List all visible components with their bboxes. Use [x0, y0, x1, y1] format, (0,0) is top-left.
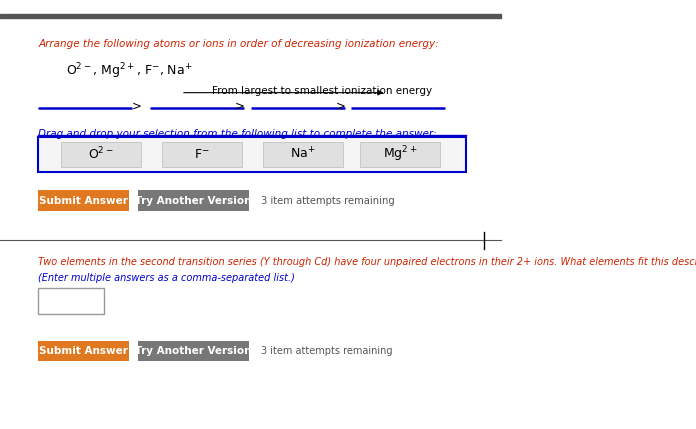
- Text: Submit Answer: Submit Answer: [39, 196, 128, 206]
- Bar: [161, 142, 242, 167]
- Bar: [263, 142, 342, 167]
- Text: O$^{2-}$, Mg$^{2+}$, F$^{-}$, Na$^{+}$: O$^{2-}$, Mg$^{2+}$, F$^{-}$, Na$^{+}$: [66, 61, 193, 81]
- Text: Drag and drop your selection from the following list to complete the answer:: Drag and drop your selection from the fo…: [38, 129, 437, 139]
- Text: Arrange the following atoms or ions in order of decreasing ionization energy:: Arrange the following atoms or ions in o…: [38, 39, 439, 48]
- Bar: [0, 14, 501, 18]
- Text: Mg$^{2+}$: Mg$^{2+}$: [383, 145, 418, 164]
- Text: From largest to smallest ionization energy: From largest to smallest ionization ener…: [212, 86, 432, 96]
- Text: Two elements in the second transition series (Y through Cd) have four unpaired e: Two elements in the second transition se…: [38, 257, 696, 267]
- Text: F$^{-}$: F$^{-}$: [194, 148, 209, 161]
- Text: Try Another Version: Try Another Version: [135, 346, 252, 356]
- Bar: [138, 190, 249, 211]
- Text: 3 item attempts remaining: 3 item attempts remaining: [261, 196, 395, 206]
- Bar: [61, 142, 141, 167]
- Text: Submit Answer: Submit Answer: [39, 346, 128, 356]
- Bar: [38, 190, 129, 211]
- Text: Na$^{+}$: Na$^{+}$: [290, 147, 315, 162]
- Text: O$^{2-}$: O$^{2-}$: [88, 146, 113, 163]
- Bar: [38, 288, 104, 314]
- Bar: [361, 142, 440, 167]
- Text: (Enter multiple answers as a comma-separated list.): (Enter multiple answers as a comma-separ…: [38, 273, 295, 283]
- Text: >: >: [132, 100, 142, 113]
- Text: >: >: [235, 100, 245, 113]
- Text: >: >: [336, 100, 346, 113]
- Text: 3 item attempts remaining: 3 item attempts remaining: [261, 346, 393, 356]
- Bar: [38, 341, 129, 361]
- Bar: [138, 341, 249, 361]
- Text: Try Another Version: Try Another Version: [135, 196, 252, 206]
- Bar: [38, 137, 466, 172]
